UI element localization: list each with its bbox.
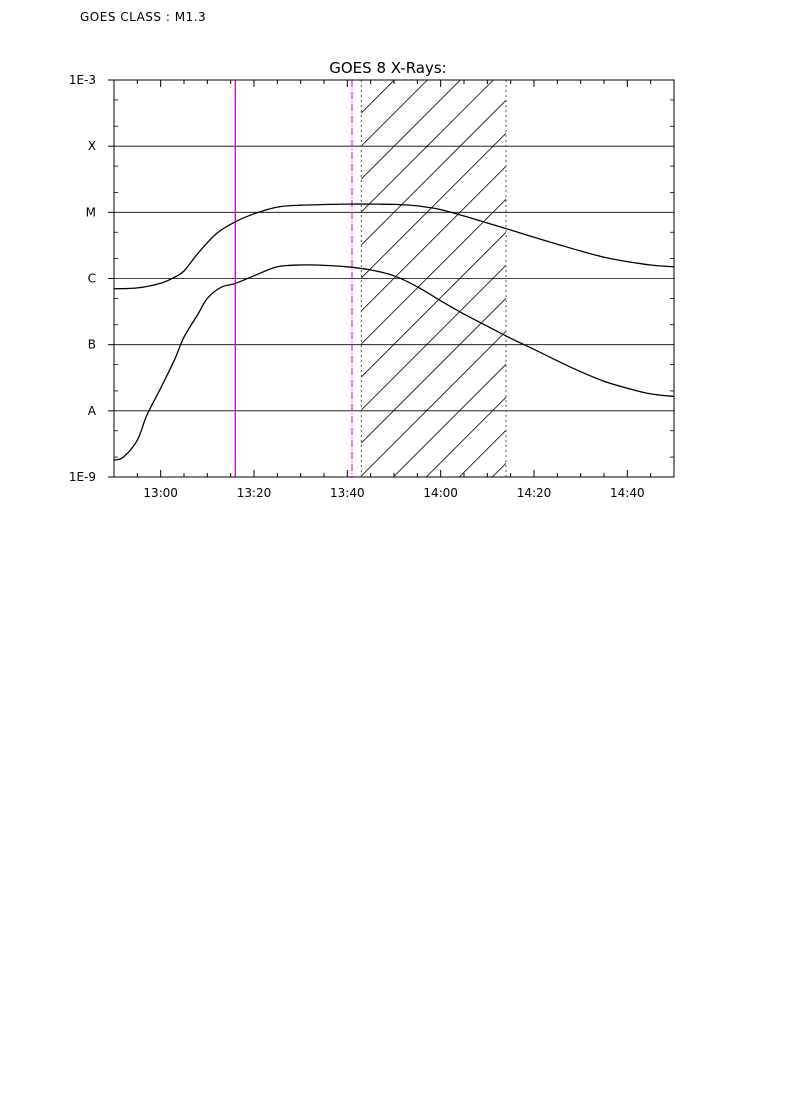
y-tick-label: M — [86, 205, 96, 219]
goes-class-label: GOES CLASS : M1.3 — [80, 10, 207, 24]
hatch-line — [361, 132, 507, 279]
x-tick-label: 13:40 — [330, 486, 365, 500]
chart-title: GOES 8 X-Rays: — [329, 59, 446, 77]
x-tick-label: 14:00 — [423, 486, 458, 500]
hatch-line — [361, 264, 507, 411]
y-tick-label: 1E-9 — [69, 470, 96, 484]
hatch-line — [393, 363, 507, 477]
hatch-line — [361, 80, 461, 180]
x-tick-label: 14:20 — [517, 486, 552, 500]
series-line-lower — [114, 264, 674, 461]
hatch-line — [426, 396, 507, 477]
y-tick-label: C — [88, 272, 96, 286]
series-line-upper — [114, 203, 674, 290]
hatch-pattern — [361, 80, 507, 477]
hatch-line — [361, 330, 507, 477]
hatch-line — [361, 297, 507, 444]
y-tick-label: X — [88, 139, 96, 153]
y-axis: 1E-9 A B C M X 1E-3 — [69, 73, 674, 484]
event-markers — [234, 80, 507, 477]
shaded-region — [361, 80, 507, 477]
hatch-line — [361, 198, 507, 345]
x-tick-label: 13:00 — [143, 486, 178, 500]
series-lines — [114, 203, 674, 461]
y-tick-label: B — [88, 338, 96, 352]
x-tick-label: 14:40 — [610, 486, 645, 500]
y-tick-label: 1E-3 — [69, 73, 96, 87]
hatch-line — [361, 99, 507, 246]
y-tick-label: A — [88, 404, 97, 418]
x-tick-label: 13:20 — [237, 486, 272, 500]
hatch-line — [361, 165, 507, 312]
hatch-line — [361, 80, 494, 213]
x-axis: 13:00 13:20 13:40 14:00 14:20 14:40 — [113, 80, 675, 500]
hatch-line — [361, 231, 507, 378]
